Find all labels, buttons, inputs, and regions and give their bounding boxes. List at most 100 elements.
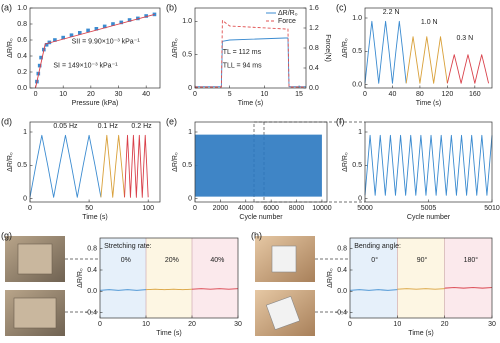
point [61, 35, 65, 40]
y-tick-label: 0.5 [352, 162, 362, 169]
plot-frame [194, 7, 307, 89]
y-axis-label: ΔR/R₀ [342, 38, 349, 58]
annotation: 40% [210, 257, 224, 264]
panel-label: (f) [336, 116, 345, 126]
point [86, 28, 90, 33]
y-tick-label: 0.8 [87, 246, 97, 253]
x-tick-label: 5 [228, 91, 232, 98]
x-tick-label: 0 [28, 205, 32, 212]
y-tick-label: 1.0 [182, 18, 192, 25]
sensor-grid [13, 297, 57, 329]
y-tick-label: 0.6 [17, 37, 27, 44]
panel-label: (b) [166, 2, 177, 12]
y2-tick-label: 0.4 [309, 65, 319, 72]
annotation: 1.0 N [421, 19, 438, 26]
annotation: TLL = 94 ms [223, 62, 262, 69]
y-axis-label: ΔR/R₀ [327, 268, 334, 288]
series-line [446, 54, 490, 84]
series-line [29, 134, 102, 198]
plot-frame [364, 7, 493, 89]
y2-axis-label: Force(N) [324, 34, 331, 62]
x-tick-label: 15 [295, 91, 303, 98]
point [39, 55, 43, 60]
x-axis-label: Time (s) [408, 330, 433, 337]
y-axis-label: ΔR/R₀ [77, 268, 84, 288]
annotation: 90° [417, 256, 428, 264]
y2-tick-label: 1.6 [309, 5, 319, 12]
x-tick-label: 20 [441, 321, 449, 328]
annotation: Stretching rate: [104, 243, 152, 250]
plot-frame [194, 121, 328, 203]
series-line [100, 134, 125, 198]
point [144, 14, 148, 18]
legend-label: Force [278, 18, 296, 25]
annotation: SII = 9.90×10⁻³ kPa⁻¹ [72, 38, 141, 45]
panel-label: (a) [1, 2, 12, 12]
panel-label: (e) [166, 116, 177, 126]
point [47, 40, 52, 45]
x-tick-label: 20 [87, 91, 95, 98]
annotation: 0.2 Hz [131, 123, 152, 130]
annotation: TL = 112 ms [223, 49, 262, 56]
x-tick-label: 0 [98, 321, 102, 328]
y-axis-label: ΔR/R₀ [7, 152, 14, 172]
x-tick-label: 6000 [263, 205, 279, 212]
y-axis-label: ΔR/R₀ [7, 38, 14, 58]
x-tick-label: 40 [389, 91, 397, 98]
panel-label: (d) [1, 116, 12, 126]
x-tick-label: 4000 [238, 205, 254, 212]
x-tick-label: 10 [59, 91, 67, 98]
point [94, 27, 99, 31]
series-line [349, 289, 398, 291]
y-tick-label: 1 [188, 129, 192, 136]
x-tick-label: 8000 [289, 205, 305, 212]
annotation: 0° [371, 256, 378, 264]
x-tick-label: 0 [34, 91, 38, 98]
annotation: SI = 149×10⁻³ kPa⁻¹ [53, 62, 118, 69]
x-axis-label: Time (s) [238, 100, 263, 107]
series-line [364, 134, 493, 196]
x-tick-label: 10000 [312, 205, 332, 212]
panel-label: (g) [1, 230, 12, 240]
series-line [99, 289, 147, 291]
y-tick-label: 0.8 [337, 246, 347, 253]
y-tick-label: 0.4 [87, 267, 97, 274]
span [192, 238, 238, 318]
y-tick-label: 1 [358, 129, 362, 136]
x-tick-label: 10 [393, 321, 401, 328]
x-tick-label: 40 [142, 91, 150, 98]
annotation: 20% [165, 257, 179, 264]
y-tick-label: 0.4 [17, 53, 27, 60]
span [350, 238, 398, 318]
y-axis-label: ΔR/R₀ [342, 152, 349, 172]
span [100, 238, 146, 318]
series-line [145, 288, 193, 291]
series-line [397, 288, 445, 290]
annotation: 2.2 N [383, 9, 400, 16]
y-tick-label: 0 [188, 85, 192, 92]
series-line [35, 13, 155, 89]
x-tick-label: 0 [363, 91, 367, 98]
y-axis-label: ΔR/R₀ [172, 152, 179, 172]
span [146, 238, 192, 318]
point [136, 16, 140, 21]
panel: (d) 0 50 100 0 0.5 1 Time (s) ΔR/R₀ 0.05 Hz 0.1 Hz… [1, 116, 161, 221]
legend-label: ΔR/R₀ [278, 10, 298, 17]
panel: (g) 0 10 20 30 -0.4 0.0 0.4 0.8 Time (s) ΔR/R₀ Stre… [1, 230, 242, 336]
x-tick-label: 100 [142, 205, 154, 212]
annotation: 0% [121, 257, 131, 264]
plot-frame [29, 121, 161, 203]
y-tick-label: 0.2 [17, 69, 27, 76]
panel: (c) 0 40 80 120 160 0.0 0.5 1.0 Time (s) ΔR/R₀ 2.2 … [336, 2, 493, 107]
x-tick-label: 160 [469, 91, 481, 98]
photos [5, 236, 315, 336]
point [37, 63, 42, 68]
plot-frame [364, 121, 493, 203]
plot-frame [99, 237, 239, 319]
y-tick-label: 0.0 [352, 82, 362, 89]
series-line [405, 36, 448, 84]
point [69, 33, 74, 37]
x-tick-label: 50 [85, 205, 93, 212]
sensor [265, 295, 301, 331]
y-tick-label: 1 [23, 129, 27, 136]
